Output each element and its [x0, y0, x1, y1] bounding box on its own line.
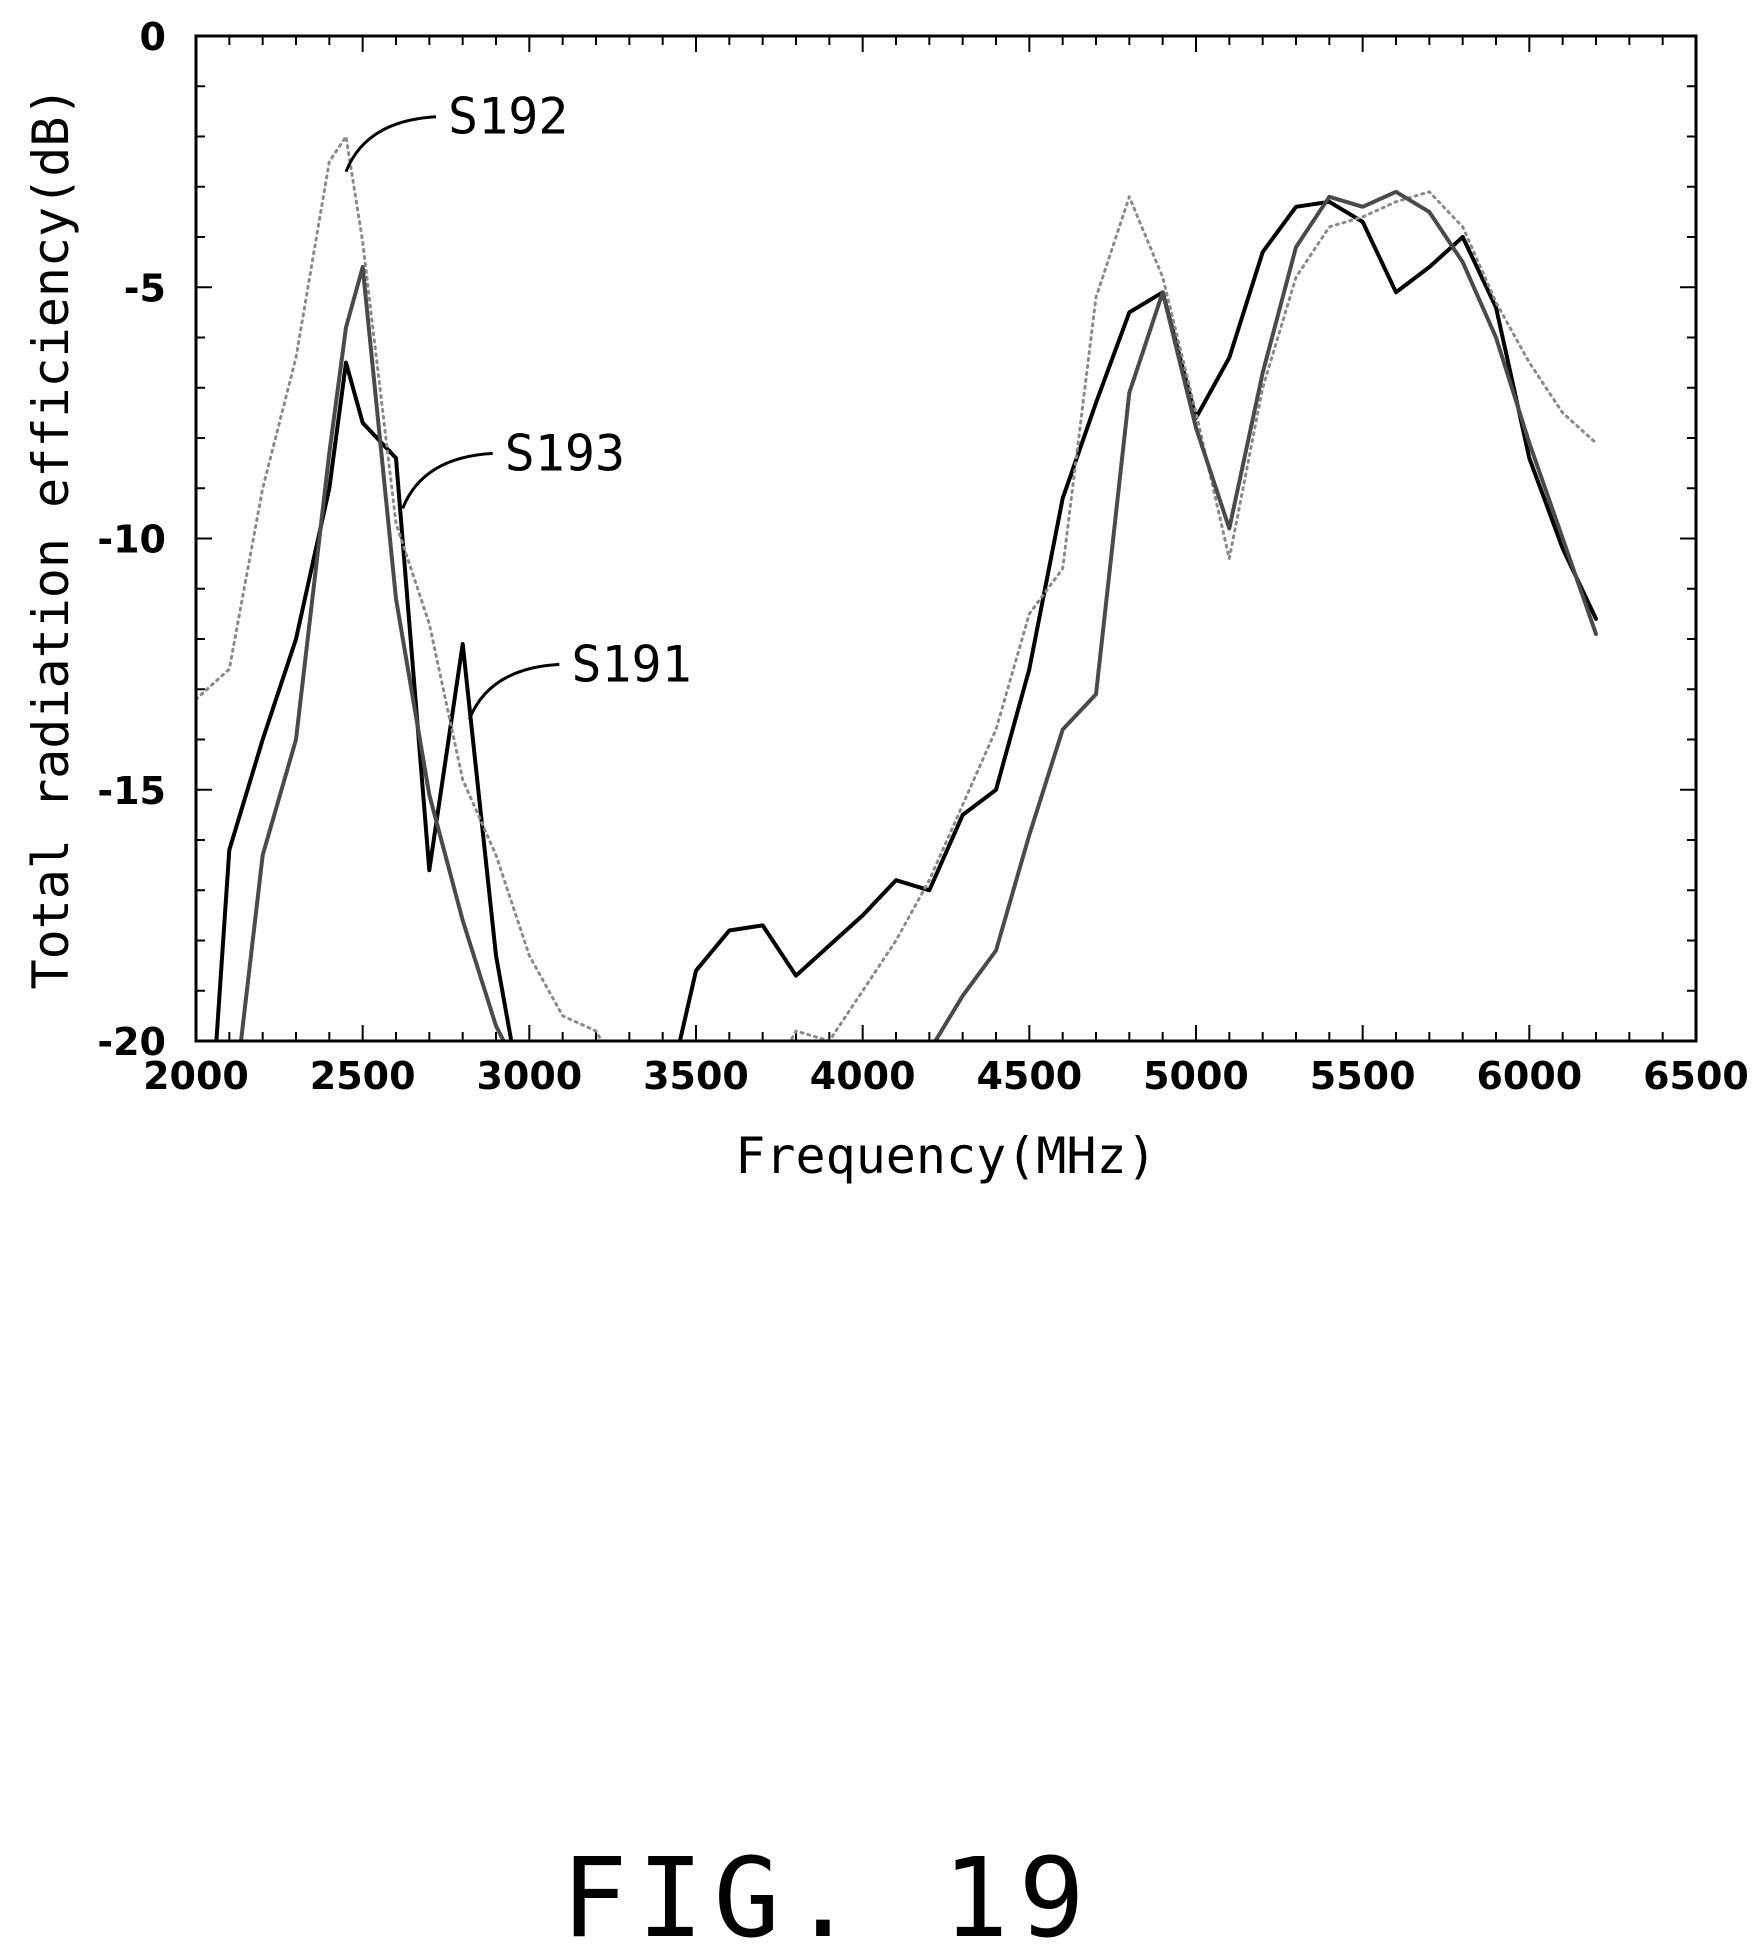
axis-ticks: [195, 35, 1697, 1042]
y-tick-label: -15: [97, 769, 166, 813]
x-tick-label: 6000: [1476, 1054, 1582, 1098]
series-layer: [196, 135, 1598, 1041]
y-tick-label: 0: [140, 15, 166, 59]
series-line-s192: [196, 135, 1598, 1041]
y-tick-labels: 0 -5 -10 -15 -20: [97, 15, 166, 1064]
x-axis-title: Frequency(MHz): [735, 1127, 1156, 1185]
x-tick-labels: 2000 2500 3000 3500 4000 4500 5000 5500 6000 6500: [143, 1054, 1749, 1098]
annotation-leaders: [344, 115, 560, 720]
annotation-leader: [401, 451, 493, 509]
x-tick-label: 3500: [643, 1054, 749, 1098]
annotation-labels: S192 S193 S191: [448, 88, 692, 694]
series-label-s193: S193: [505, 424, 625, 482]
series-label-s192: S192: [448, 88, 568, 146]
x-tick-label: 4000: [810, 1054, 916, 1098]
annotation-leader: [467, 662, 560, 720]
y-tick-label: -5: [124, 266, 166, 310]
x-tick-label: 2500: [310, 1054, 416, 1098]
figure-caption: FIG. 19: [561, 1834, 1095, 1952]
x-tick-label: 5000: [1143, 1054, 1249, 1098]
x-tick-label: 6500: [1643, 1054, 1749, 1098]
plot-frame: [194, 34, 1698, 1043]
x-tick-label: 5500: [1310, 1054, 1416, 1098]
annotation-leader: [344, 115, 437, 173]
y-axis-title: Total radiation efficiency(dB): [22, 86, 80, 989]
series-label-s191: S191: [571, 635, 691, 693]
x-tick-label: 4500: [976, 1054, 1082, 1098]
series-line-s193: [239, 189, 1598, 1041]
line-chart: 2000 2500 3000 3500 4000 4500 5000 5500 6000 6500…: [22, 15, 1749, 1185]
x-tick-label: 2000: [143, 1054, 249, 1098]
x-tick-label: 3000: [476, 1054, 582, 1098]
y-tick-label: -10: [97, 518, 166, 562]
y-tick-label: -20: [97, 1020, 166, 1064]
